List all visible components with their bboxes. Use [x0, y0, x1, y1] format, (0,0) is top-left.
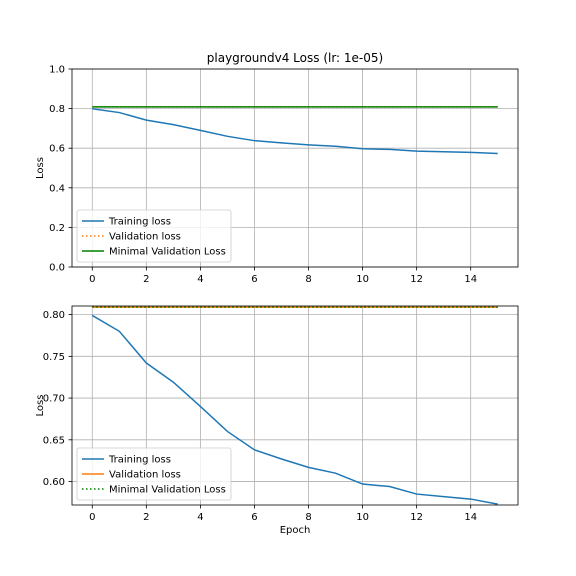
chart0-xtick-label-4: 8 — [305, 274, 311, 285]
chart0-ylabel: Loss — [35, 157, 46, 179]
chart0-xtick-label-5: 10 — [356, 274, 369, 285]
chart0-xtick-label-2: 4 — [197, 274, 203, 285]
chart1-xtick-label-2: 4 — [197, 512, 203, 523]
chart1-xtick-label-1: 2 — [143, 512, 149, 523]
chart1-frame — [71, 305, 519, 506]
chart0-xtick-label-1: 2 — [143, 274, 149, 285]
chart0-ytick-label-0: 0.0 — [49, 263, 65, 274]
chart0-xtick-label-6: 12 — [410, 274, 423, 285]
chart1-ytick-label-1: 0.65 — [43, 435, 65, 446]
chart1-ylabel: Loss — [35, 395, 46, 417]
chart1-legend-label-2: Minimal Validation Loss — [109, 485, 226, 496]
chart0-ytick-label-1: 0.2 — [49, 223, 65, 234]
chart1-xtick-label-6: 12 — [410, 512, 423, 523]
chart1-xtick-label-7: 14 — [464, 512, 477, 523]
chart1-series-0-line — [91, 314, 498, 505]
chart1-ytick-label-4: 0.80 — [43, 310, 65, 321]
chart0-ytick-label-5: 1.0 — [49, 65, 65, 76]
chart0-ytick-label-3: 0.6 — [49, 144, 65, 155]
chart1-ytick-label-2: 0.70 — [43, 394, 65, 405]
chart0-legend-label-1: Validation loss — [109, 232, 181, 243]
chart1-legend-label-1: Validation loss — [109, 470, 181, 481]
chart0-series-0-line — [92, 108, 498, 155]
chart0-xtick-label-7: 14 — [464, 274, 477, 285]
chart1-xtick-label-4: 8 — [305, 512, 311, 523]
chart0-frame — [71, 68, 519, 268]
chart1-ytick-label-3: 0.75 — [43, 352, 65, 363]
chart1-xlabel: Epoch — [280, 525, 311, 536]
chart0-legend-label-2: Minimal Validation Loss — [109, 247, 226, 258]
chart1-legend-box — [76, 447, 232, 501]
chart0-legend-label-0: Training loss — [108, 217, 171, 228]
chart0-title: playgroundv4 Loss (lr: 1e-05) — [207, 51, 383, 65]
chart0-legend: Training loss Validation loss Minimal Vali… — [76, 209, 232, 263]
chart1-legend: Training loss Validation loss Minimal Vali… — [76, 447, 232, 501]
top-axes: 0 2 4 6 8 10 12 14 0.0 0.2 0.4 0.6 0.8 1.0 playgroundv… — [35, 51, 519, 285]
chart1-legend-label-0: Training loss — [108, 455, 171, 466]
chart1-xtick-label-5: 10 — [356, 512, 369, 523]
chart0-ytick-label-4: 0.8 — [49, 104, 65, 115]
chart0-legend-box — [76, 209, 232, 263]
chart1-ytick-label-0: 0.60 — [43, 477, 65, 488]
chart1-xtick-label-0: 0 — [89, 512, 95, 523]
chart1-xtick-label-3: 6 — [251, 512, 257, 523]
bottom-axes: 0 2 4 6 8 10 12 14 0.60 0.65 0.70 0.75 0.80 Loss Epoch… — [35, 305, 519, 536]
chart0-ytick-label-2: 0.4 — [49, 183, 65, 194]
chart0-xtick-label-3: 6 — [251, 274, 257, 285]
chart0-xtick-label-0: 0 — [89, 274, 95, 285]
